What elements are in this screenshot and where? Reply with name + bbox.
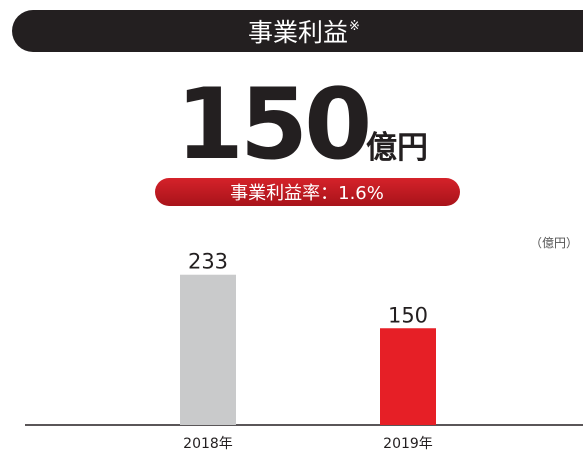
ratio-pill bbox=[155, 178, 460, 206]
bar bbox=[380, 328, 436, 425]
unit-label: （億円） bbox=[530, 236, 578, 250]
value-label: 150 bbox=[388, 303, 428, 327]
header-title: 事業利益 bbox=[248, 18, 348, 47]
x-tick-label: 2019年 bbox=[383, 436, 433, 452]
note-mark: ※ bbox=[349, 19, 360, 34]
bar bbox=[180, 274, 236, 425]
ratio-label: 事業利益率：1.6% bbox=[230, 183, 384, 204]
header-bar bbox=[12, 10, 583, 52]
headline-value: 150 bbox=[176, 68, 369, 182]
value-label: 233 bbox=[188, 250, 228, 274]
headline-unit: 億円 bbox=[366, 130, 428, 166]
x-tick-label: 2018年 bbox=[183, 436, 233, 452]
